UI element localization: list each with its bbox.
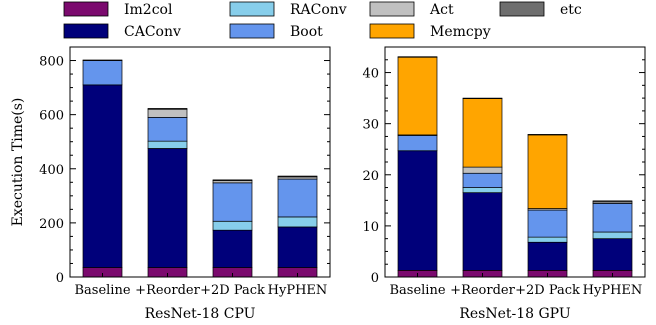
legend-item-im2col: Im2col — [63, 1, 173, 18]
bar-segment-cpu-baseline-etc — [82, 59, 123, 61]
legend-item-act: Act — [369, 1, 454, 18]
y-axis-title: Execution Time(s) — [10, 98, 26, 227]
legend-swatch-caconv — [63, 23, 109, 39]
legend-swatch-raconv — [229, 1, 275, 17]
bar-segment-gpu-baseline-etc — [397, 56, 438, 58]
y-tick-label-600: 600 — [39, 109, 64, 124]
y-tick-label-400: 400 — [39, 163, 64, 178]
bar-segment-cpu-2d-pack-etc — [212, 179, 253, 182]
bar-segment-gpu-2d-pack-boot — [527, 209, 568, 238]
y-tick-label-30: 30 — [362, 118, 379, 133]
bar-segment-gpu-baseline-caconv — [397, 150, 438, 271]
bar-segment-gpu-reorder-raconv — [462, 187, 503, 194]
legend-label-caconv: CAConv — [124, 24, 181, 40]
legend-item-memcpy: Memcpy — [369, 23, 491, 40]
bar-segment-gpu-hyphen-raconv — [592, 231, 633, 240]
legend-swatch-etc — [499, 1, 545, 17]
chart-panel-cpu: Baseline +Reorder +2D Pack HyPHEN 0 200 400 600… — [10, 46, 331, 322]
y-tick-label-200: 200 — [39, 217, 64, 232]
chart-panel-gpu: Baseline +Reorder +2D Pack HyPHEN 0 10 20 30 40 R… — [362, 46, 646, 322]
x-tick-label-2d-pack: +2D Pack — [200, 283, 265, 298]
bar-segment-cpu-hyphen-etc — [277, 175, 318, 178]
bar-segment-gpu-reorder-memcpy — [462, 98, 503, 168]
legend-label-boot: Boot — [290, 24, 323, 40]
bar-segment-gpu-2d-pack-etc — [527, 134, 568, 136]
bar-segment-gpu-2d-pack-memcpy — [527, 134, 568, 209]
bar-segment-cpu-baseline-boot — [82, 60, 123, 86]
bar-segment-cpu-hyphen-boot — [277, 178, 318, 218]
y-tick-label-10: 10 — [362, 220, 379, 235]
legend-label-memcpy: Memcpy — [430, 24, 491, 40]
legend-item-raconv: RAConv — [229, 1, 347, 18]
legend-swatch-memcpy — [369, 23, 415, 39]
bar-segment-gpu-2d-pack-raconv — [527, 236, 568, 243]
y-tick-label-800: 800 — [39, 55, 64, 70]
x-tick-label-hyphen: HyPHEN — [268, 283, 328, 298]
bar-segment-gpu-hyphen-caconv — [592, 238, 633, 271]
x-tick-label-baseline: Baseline — [389, 283, 445, 298]
bar-segment-cpu-reorder-act — [147, 108, 188, 118]
bar-segment-cpu-hyphen-raconv — [277, 216, 318, 228]
legend-swatch-im2col — [63, 1, 109, 17]
legend-swatch-act — [369, 1, 415, 17]
y-tick-label-0: 0 — [56, 271, 64, 286]
x-tick-label-hyphen: HyPHEN — [583, 283, 643, 298]
bar-segment-cpu-hyphen-caconv — [277, 226, 318, 268]
bar-segment-gpu-reorder-etc — [462, 97, 503, 99]
bar-segment-cpu-2d-pack-caconv — [212, 229, 253, 268]
bar-segment-cpu-baseline-caconv — [82, 84, 123, 268]
legend-item-caconv: CAConv — [63, 23, 181, 40]
bar-segment-cpu-reorder-caconv — [147, 148, 188, 268]
legend-label-im2col: Im2col — [124, 2, 173, 18]
plot-frame — [69, 46, 331, 278]
legend-item-boot: Boot — [229, 23, 323, 40]
y-tick-label-40: 40 — [362, 67, 379, 82]
x-tick-label-2d-pack: +2D Pack — [515, 283, 580, 298]
bar-segment-cpu-2d-pack-raconv — [212, 220, 253, 231]
x-tick-label-reorder: +Reorder — [135, 283, 200, 298]
x-axis-title: ResNet-18 CPU — [145, 306, 256, 322]
x-tick-label-baseline: Baseline — [74, 283, 130, 298]
legend-item-etc: etc — [499, 1, 582, 18]
bar-segment-cpu-reorder-boot — [147, 117, 188, 142]
legend: Im2col RAConv Act etc CAConv Boot Memcpy — [63, 1, 582, 40]
y-tick-label-20: 20 — [362, 169, 379, 184]
bar-segment-gpu-reorder-boot — [462, 172, 503, 188]
legend-label-act: Act — [429, 2, 454, 18]
bar-segment-cpu-reorder-etc — [147, 108, 188, 110]
y-tick-label-0: 0 — [371, 271, 379, 286]
bar-segment-gpu-hyphen-etc — [592, 200, 633, 203]
legend-label-raconv: RAConv — [290, 2, 347, 18]
bar-segment-gpu-baseline-memcpy — [397, 56, 438, 136]
bar-segment-gpu-reorder-caconv — [462, 192, 503, 271]
x-axis-title: ResNet-18 GPU — [459, 306, 571, 322]
plot-frame — [384, 46, 646, 278]
legend-label-etc: etc — [560, 2, 582, 18]
bar-segment-gpu-reorder-act — [462, 166, 503, 174]
bar-segment-gpu-hyphen-boot — [592, 203, 633, 233]
legend-swatch-boot — [229, 23, 275, 39]
bar-segment-gpu-2d-pack-caconv — [527, 241, 568, 271]
x-tick-label-reorder: +Reorder — [450, 283, 515, 298]
bar-segment-gpu-baseline-boot — [397, 135, 438, 152]
bar-segment-cpu-reorder-raconv — [147, 140, 188, 149]
bar-segment-cpu-2d-pack-boot — [212, 182, 253, 222]
